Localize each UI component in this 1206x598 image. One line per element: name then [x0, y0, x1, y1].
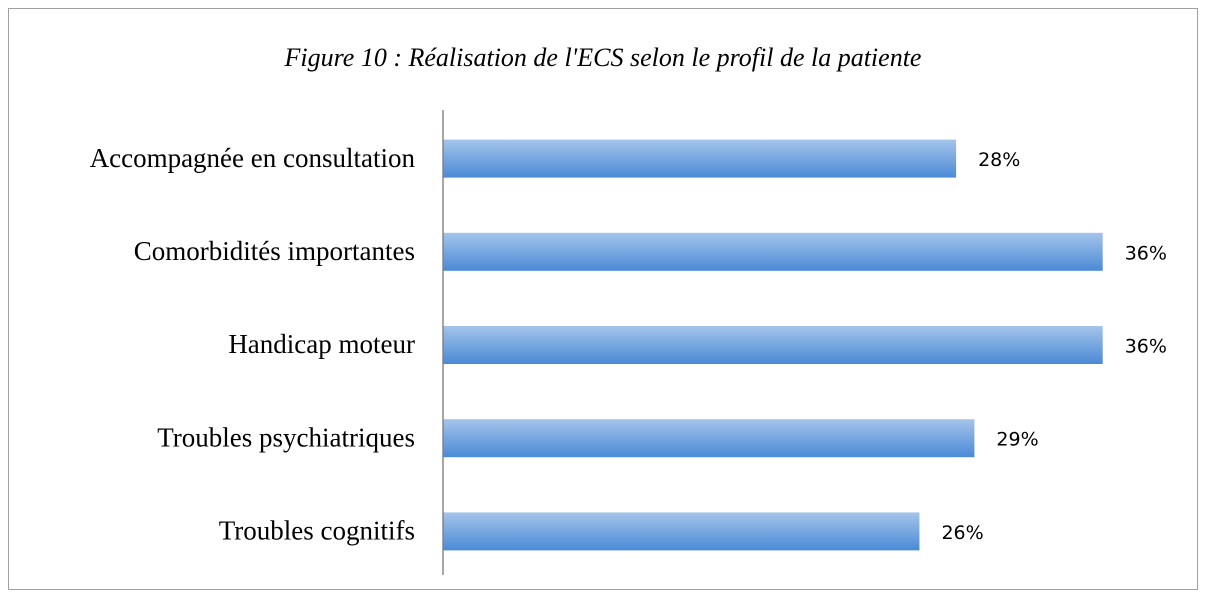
value-label: 26% [941, 522, 983, 544]
y-tick-label: Troubles cognitifs [219, 516, 415, 546]
y-tick-label: Comorbidités importantes [134, 236, 415, 266]
chart-frame [8, 8, 1198, 590]
chart-title: Figure 10 : Réalisation de l'ECS selon l… [284, 43, 922, 72]
y-tick-label: Troubles psychiatriques [157, 422, 415, 452]
value-label: 36% [1125, 336, 1167, 358]
y-tick-label: Accompagnée en consultation [90, 143, 416, 173]
bar [443, 512, 920, 551]
y-tick-label: Handicap moteur [228, 329, 415, 359]
value-label: 36% [1125, 242, 1167, 264]
bar [443, 139, 957, 178]
bar [443, 232, 1103, 271]
value-label: 28% [978, 149, 1020, 171]
bar [443, 326, 1103, 364]
bar [443, 419, 975, 458]
value-label: 29% [996, 429, 1038, 451]
